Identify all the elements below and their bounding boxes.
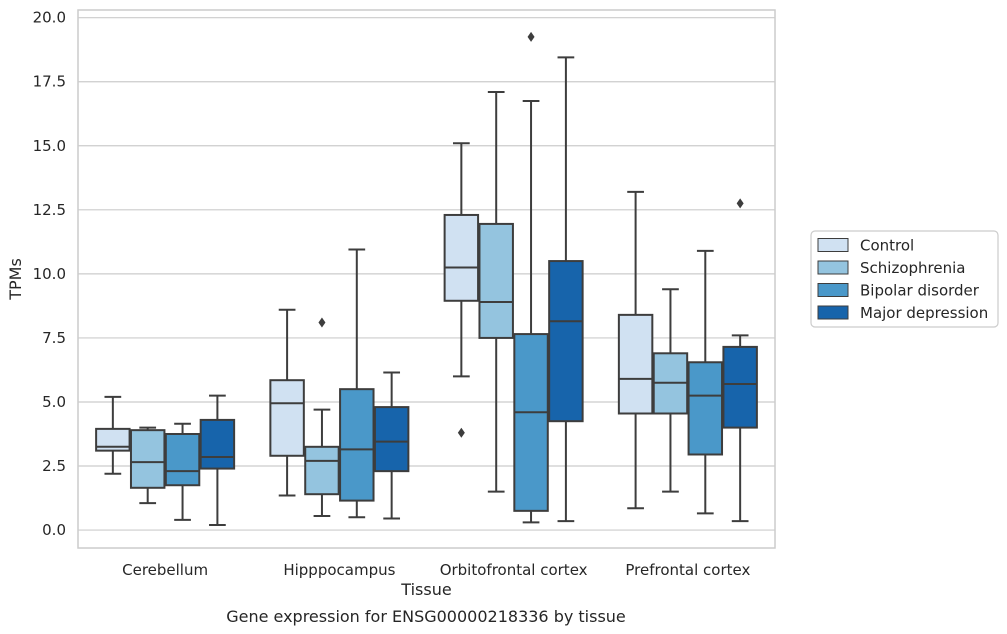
box-major-depression xyxy=(373,371,410,520)
box-major-depression xyxy=(722,198,758,523)
box-iqr xyxy=(339,388,375,502)
box-control xyxy=(443,142,480,438)
box-iqr xyxy=(722,345,758,429)
box-schizophrenia xyxy=(129,426,166,505)
box-bipolar-disorder xyxy=(687,249,724,515)
box-iqr xyxy=(95,427,131,452)
y-tick-label: 5.0 xyxy=(42,393,66,411)
y-tick-label: 17.5 xyxy=(33,73,66,91)
box-iqr xyxy=(199,418,236,470)
y-axis-title: TPMs xyxy=(6,258,25,301)
legend-swatch xyxy=(817,283,849,297)
legend-item: Control xyxy=(817,237,914,255)
outlier-point xyxy=(318,317,326,328)
x-axis-title: Tissue xyxy=(400,580,451,599)
y-tick-label: 20.0 xyxy=(33,9,66,27)
plot-frame xyxy=(77,9,776,549)
box-schizophrenia xyxy=(478,90,514,493)
legend-label: Schizophrenia xyxy=(860,259,965,277)
legend-label: Control xyxy=(860,237,914,255)
box-bipolar-disorder xyxy=(164,422,201,521)
box-control xyxy=(617,190,654,510)
box-iqr xyxy=(548,260,584,423)
y-tick-labels: 0.0 2.5 5.0 7.5 10.0 12.5 15.0 17.5 20.0 xyxy=(33,9,66,539)
y-tick-label: 2.5 xyxy=(42,457,66,475)
y-tick-label: 10.0 xyxy=(33,265,66,283)
y-tick-label: 7.5 xyxy=(42,329,66,347)
box-iqr xyxy=(617,313,654,415)
outlier-point xyxy=(457,427,465,438)
box-iqr xyxy=(478,222,514,339)
legend-swatch xyxy=(817,260,849,275)
y-tick-label: 0.0 xyxy=(42,521,66,539)
legend-frame xyxy=(810,230,999,328)
box-major-depression xyxy=(199,394,236,526)
box-schizophrenia xyxy=(652,288,689,493)
x-tick-label: Prefrontal cortex xyxy=(625,561,750,579)
legend-item: Bipolar disorder xyxy=(817,282,980,300)
legend-label: Major depression xyxy=(860,304,988,322)
box-control xyxy=(95,395,131,475)
box-schizophrenia xyxy=(304,317,340,517)
x-tick-label: Orbitofrontal cortex xyxy=(440,561,588,579)
box-iqr xyxy=(373,406,410,473)
legend-swatch xyxy=(817,305,849,320)
x-tick-labels: Cerebellum Hipppocampus Orbitofrontal cort… xyxy=(122,561,750,579)
x-tick-label: Hipppocampus xyxy=(283,561,395,579)
figure-caption: Gene expression for ENSG00000218336 by t… xyxy=(226,607,626,626)
box-iqr xyxy=(687,361,724,456)
box-major-depression xyxy=(548,56,584,523)
plot-boxes xyxy=(95,31,758,526)
legend-swatch xyxy=(817,238,849,252)
box-iqr xyxy=(443,213,480,302)
box-iqr xyxy=(164,432,201,487)
y-tick-label: 12.5 xyxy=(33,201,66,219)
box-iqr xyxy=(269,379,305,457)
legend-item: Major depression xyxy=(817,304,988,322)
outlier-point xyxy=(736,198,744,209)
box-iqr xyxy=(129,429,166,489)
y-tick-label: 15.0 xyxy=(33,137,66,155)
legend-label: Bipolar disorder xyxy=(860,282,980,300)
outlier-point xyxy=(527,31,535,42)
box-iqr xyxy=(304,445,340,496)
box-bipolar-disorder xyxy=(339,248,375,519)
box-bipolar-disorder xyxy=(513,31,549,524)
x-tick-label: Cerebellum xyxy=(122,561,208,579)
box-iqr xyxy=(513,333,549,512)
legend-item: Schizophrenia xyxy=(817,259,965,277)
legend: Control Schizophrenia Bipolar disorder Majo… xyxy=(810,230,999,328)
box-control xyxy=(269,308,305,497)
